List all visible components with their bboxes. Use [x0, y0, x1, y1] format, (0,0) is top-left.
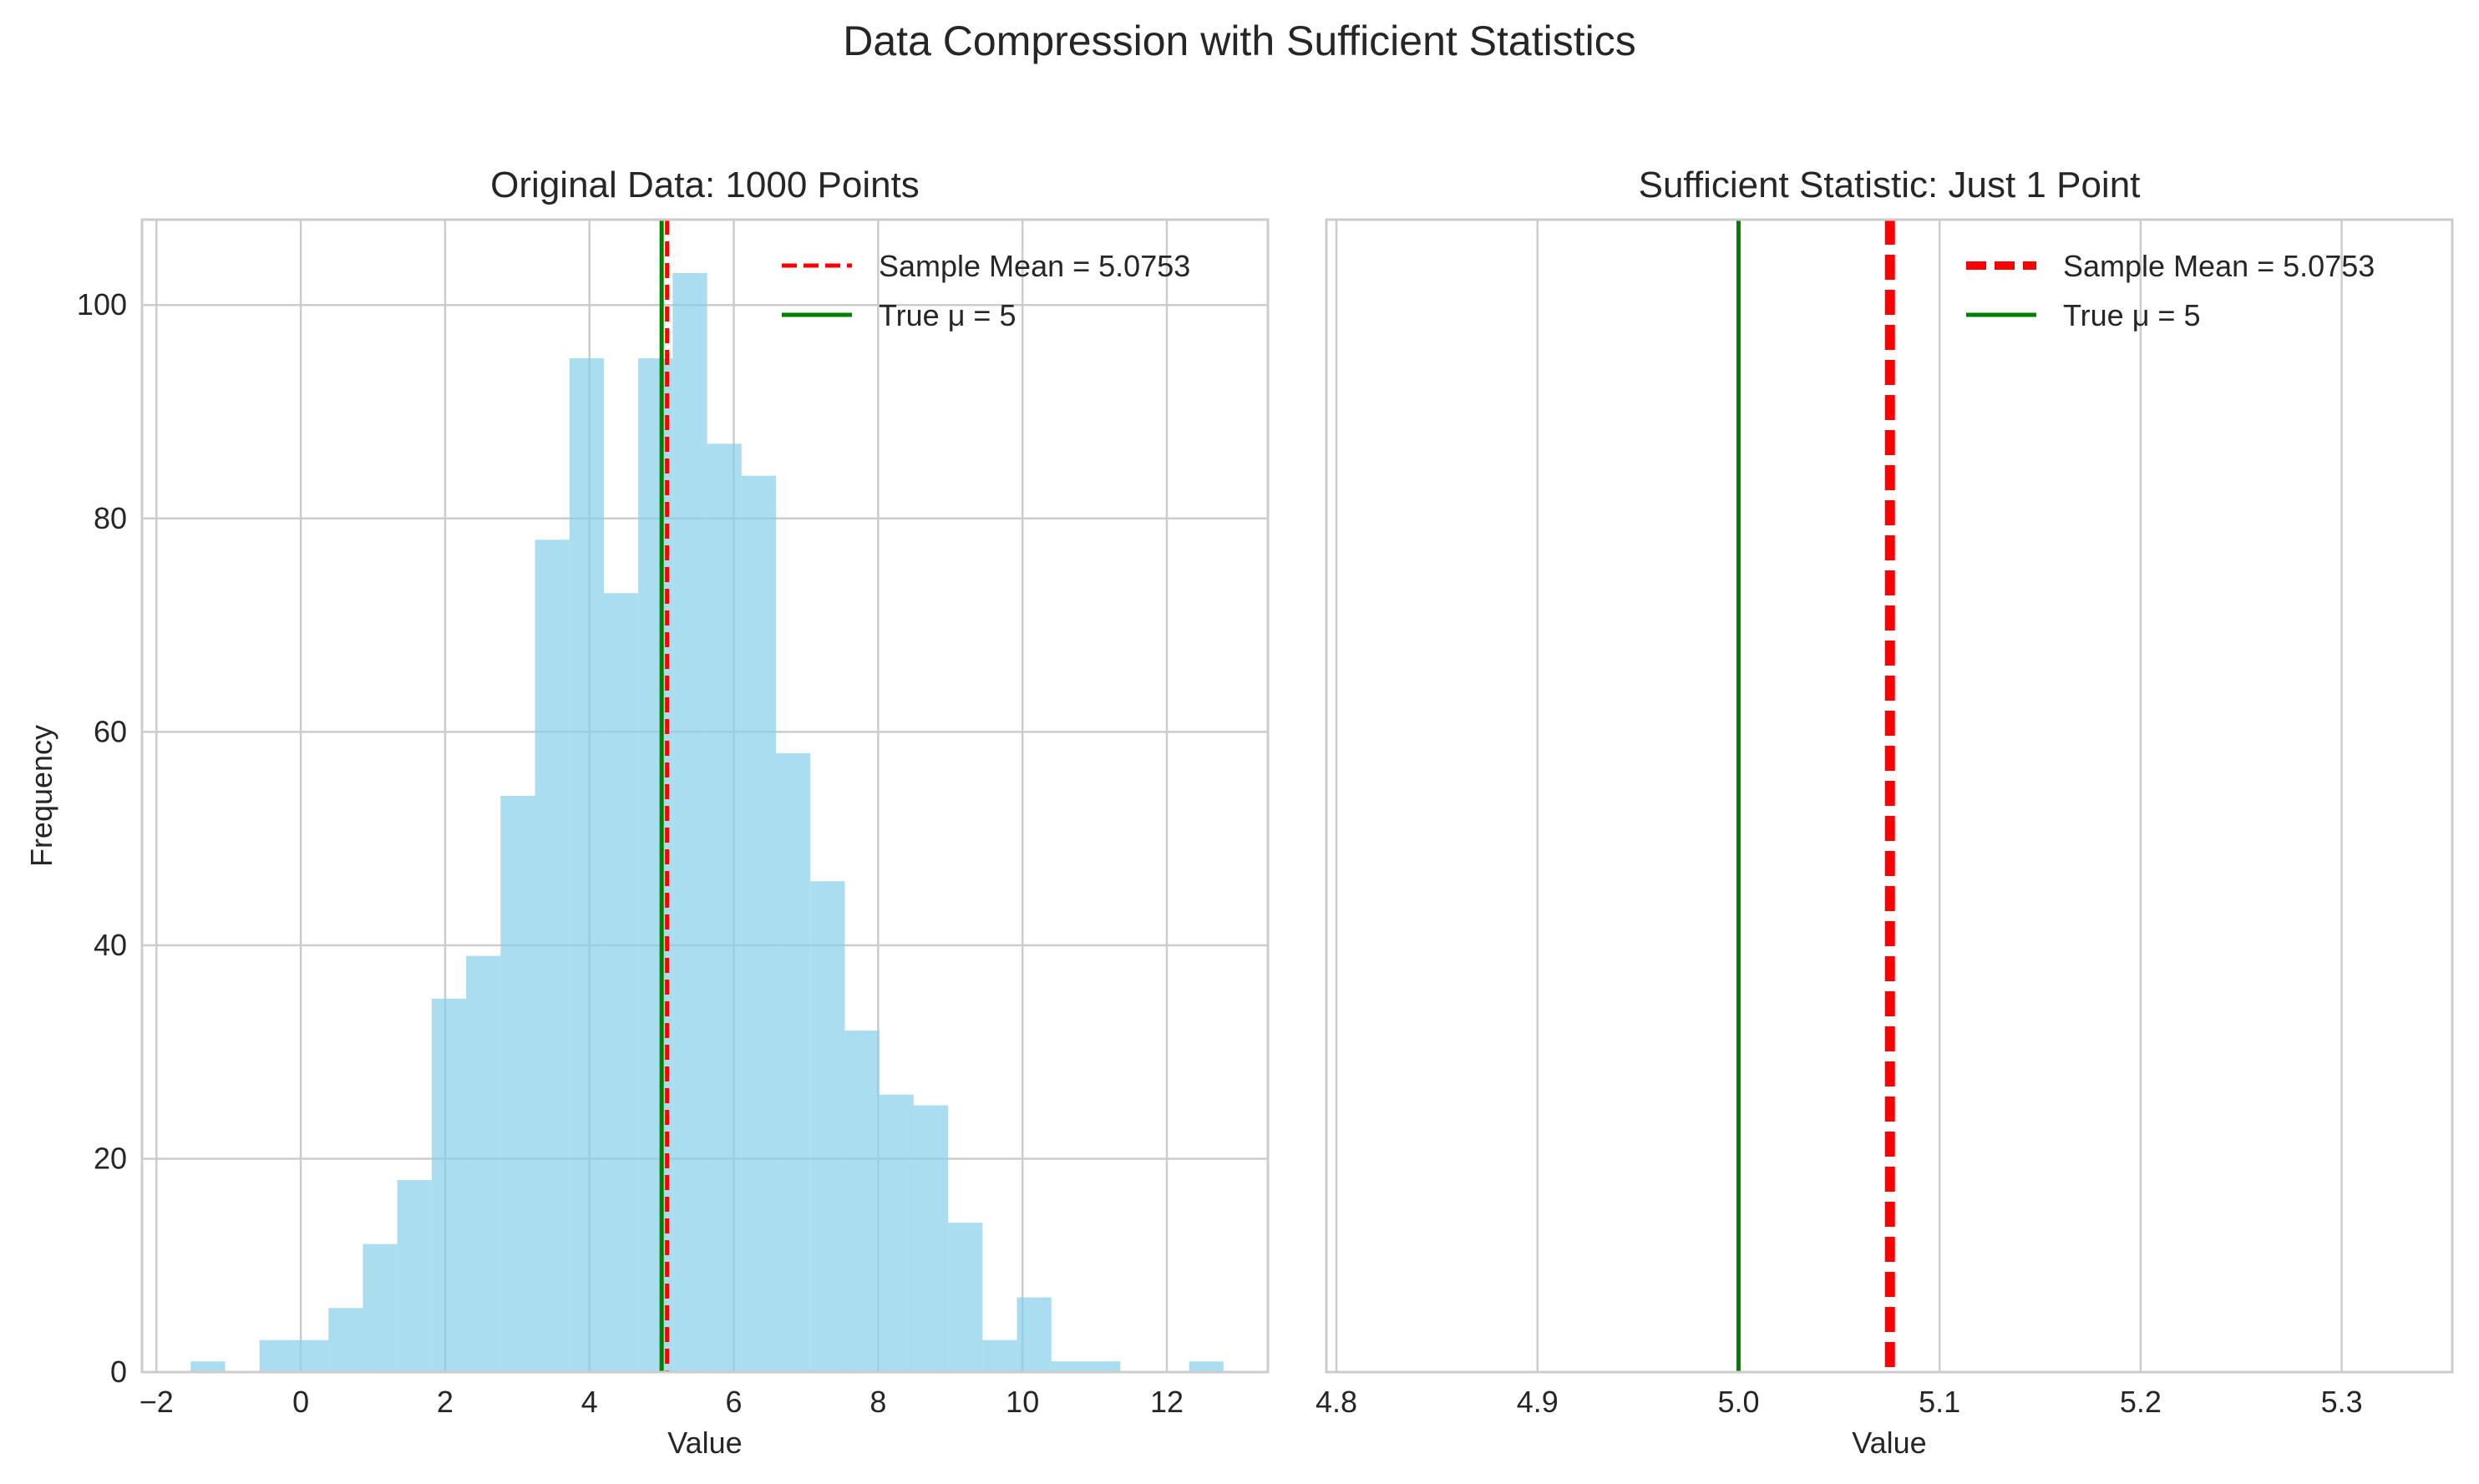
x-tick-label: 2 [437, 1385, 454, 1419]
histogram-bar [328, 1308, 363, 1372]
x-tick-label: 10 [1006, 1385, 1039, 1419]
histogram-bar [707, 443, 742, 1373]
histogram-bar [879, 1094, 914, 1372]
histogram-bar [293, 1340, 329, 1372]
x-tick-label: 12 [1150, 1385, 1184, 1419]
y-tick-label: 20 [94, 1141, 127, 1175]
x-tick-label: 5.2 [2120, 1385, 2162, 1419]
histogram-bar [190, 1361, 226, 1372]
x-tick-label: 4 [581, 1385, 598, 1419]
x-tick-label: −2 [139, 1385, 174, 1419]
x-tick-label: 4.8 [1316, 1385, 1357, 1419]
sufficient-statistic-title: Sufficient Statistic: Just 1 Point [1639, 165, 2141, 205]
histogram-bar [466, 955, 501, 1372]
histogram-bar [1085, 1361, 1121, 1372]
x-tick-label: 8 [869, 1385, 886, 1419]
sufficient-statistic-subplot: 4.8 4.9 5.0 5.1 5.2 5.3 Sufficient Statistic:… [1316, 165, 2454, 1460]
histogram-bar [948, 1223, 983, 1372]
x-tick-label: 4.9 [1517, 1385, 1559, 1419]
histogram-bar [362, 1243, 398, 1372]
y-tick-label: 0 [110, 1355, 127, 1389]
y-tick-label: 40 [94, 928, 127, 962]
histogram-bar [1051, 1361, 1086, 1372]
histogram-bar [810, 881, 845, 1372]
histogram-title: Original Data: 1000 Points [490, 165, 920, 205]
figure-suptitle: Data Compression with Sufficient Statist… [843, 18, 1635, 64]
sufficient-statistic-reference-lines [1736, 220, 1895, 1372]
histogram-bar [603, 593, 639, 1372]
histogram-reference-lines [659, 220, 670, 1372]
histogram-y-axis-label: Frequency [24, 725, 58, 867]
x-tick-label: 5.1 [1919, 1385, 1960, 1419]
histogram-bar [1189, 1361, 1224, 1372]
histogram-bar [500, 796, 535, 1372]
histogram-bar [259, 1340, 294, 1372]
x-tick-label: 0 [292, 1385, 309, 1419]
sufficient-statistic-x-tick-labels: 4.8 4.9 5.0 5.1 5.2 5.3 [1316, 1385, 2363, 1419]
y-tick-label: 80 [94, 501, 127, 535]
x-tick-label: 5.0 [1717, 1385, 1759, 1419]
sufficient-statistic-axes-frame [1325, 218, 2454, 1374]
x-tick-label: 5.3 [2321, 1385, 2363, 1419]
histogram-y-tick-labels: 0 20 40 60 80 100 [77, 287, 127, 1389]
histogram-bar [1016, 1297, 1052, 1372]
histogram-bar [844, 1031, 880, 1372]
histogram-bar [569, 358, 604, 1373]
histogram-bars [190, 272, 1224, 1373]
legend-label-true-mu: True μ = 5 [2063, 298, 2200, 332]
histogram-bar [535, 539, 570, 1372]
histogram-bar [776, 752, 811, 1372]
histogram-bar [741, 475, 777, 1372]
x-tick-label: 6 [726, 1385, 743, 1419]
histogram-bar [913, 1105, 949, 1372]
legend-label-sample-mean: Sample Mean = 5.0753 [2063, 249, 2375, 283]
sufficient-statistic-legend: Sample Mean = 5.0753 True μ = 5 [1966, 249, 2375, 332]
y-tick-label: 60 [94, 714, 127, 748]
histogram-bar [982, 1340, 1017, 1372]
histogram-axes-frame [140, 218, 1270, 1374]
legend-label-true-mu: True μ = 5 [879, 298, 1016, 332]
histogram-subplot: −2 0 2 4 6 8 10 12 0 20 40 60 80 100 Original Data: … [24, 165, 1270, 1460]
histogram-bar [397, 1180, 432, 1372]
histogram-bar [672, 272, 707, 1372]
histogram-bar [431, 998, 467, 1372]
legend-label-sample-mean: Sample Mean = 5.0753 [879, 249, 1190, 283]
histogram-x-axis-label: Value [667, 1426, 742, 1460]
y-tick-label: 100 [77, 287, 127, 322]
histogram-legend: Sample Mean = 5.0753 True μ = 5 [782, 249, 1190, 332]
histogram-x-tick-labels: −2 0 2 4 6 8 10 12 [139, 1385, 1184, 1419]
sufficient-statistic-x-axis-label: Value [1852, 1426, 1926, 1460]
